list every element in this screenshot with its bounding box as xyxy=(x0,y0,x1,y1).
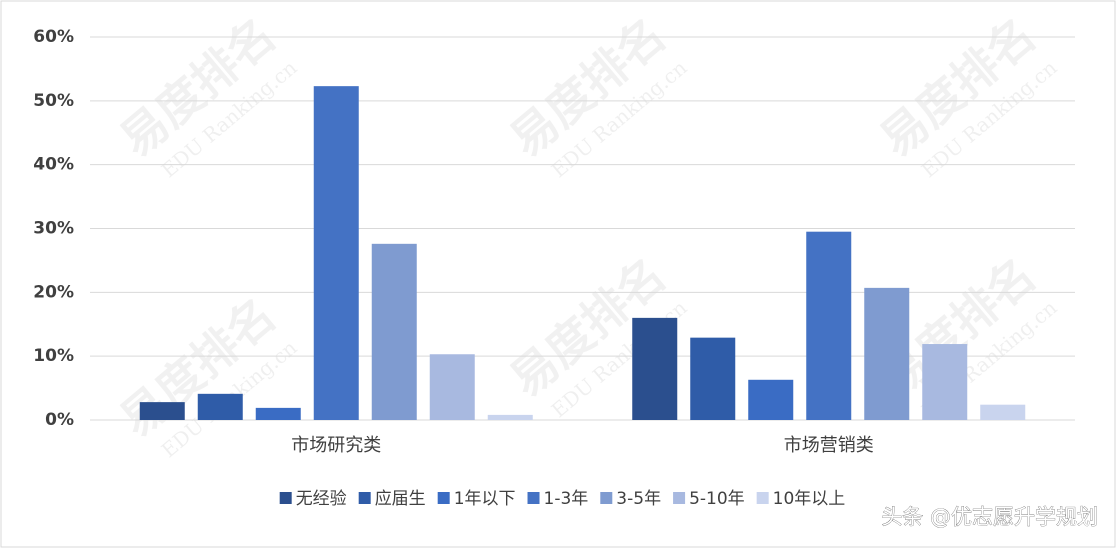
credit: 头条 @优志愿升学规划 xyxy=(881,505,1098,529)
legend-swatch xyxy=(673,492,686,504)
legend-swatch xyxy=(600,492,613,504)
legend-label: 无经验 xyxy=(296,489,347,509)
legend-swatch xyxy=(527,492,540,504)
legend-item: 1年以下 xyxy=(437,489,516,509)
bar xyxy=(487,414,533,420)
legend-swatch xyxy=(358,492,371,504)
legend-swatch xyxy=(756,492,769,504)
legend-label: 3-5年 xyxy=(616,489,661,509)
legend-item: 10年以上 xyxy=(756,489,846,509)
y-tick-label: 10% xyxy=(33,346,74,366)
legend-item: 应届生 xyxy=(358,489,426,509)
legend-label: 1-3年 xyxy=(544,489,589,509)
bar xyxy=(313,86,359,420)
legend-item: 无经验 xyxy=(279,489,347,509)
legend-item: 5-10年 xyxy=(673,489,745,509)
y-tick-label: 0% xyxy=(45,410,74,430)
bar xyxy=(690,337,736,420)
bar xyxy=(980,404,1026,420)
bar xyxy=(748,379,794,420)
legend-swatch xyxy=(437,492,450,504)
bar xyxy=(197,393,243,420)
bar xyxy=(922,344,968,420)
legend: 无经验 应届生 1年以下 1-3年 3-5年 5-10年 10年以上 xyxy=(279,489,846,509)
legend-item: 3-5年 xyxy=(600,489,661,509)
y-tick-label: 40% xyxy=(33,155,74,175)
y-tick-label: 20% xyxy=(33,282,74,302)
y-tick-label: 60% xyxy=(33,27,74,47)
bar xyxy=(632,317,678,420)
bar xyxy=(139,402,185,420)
legend-label: 10年以上 xyxy=(773,489,846,509)
legend-label: 5-10年 xyxy=(689,489,745,509)
y-tick-label: 50% xyxy=(33,91,74,111)
bar xyxy=(371,243,417,420)
bar xyxy=(255,407,301,420)
plot: 0% 10% 20% 30% 40% 50% 60% 市场研究类 市场营销类 xyxy=(33,27,1075,456)
bar xyxy=(429,354,475,420)
x-tick-label: 市场营销类 xyxy=(784,435,874,456)
legend-label: 应届生 xyxy=(375,489,426,509)
legend-swatch xyxy=(279,492,292,504)
bar xyxy=(806,231,852,420)
legend-item: 1-3年 xyxy=(527,489,589,509)
x-tick-label: 市场研究类 xyxy=(291,435,381,456)
bar xyxy=(864,287,910,420)
y-tick-label: 30% xyxy=(33,219,74,239)
legend-label: 1年以下 xyxy=(454,489,516,509)
